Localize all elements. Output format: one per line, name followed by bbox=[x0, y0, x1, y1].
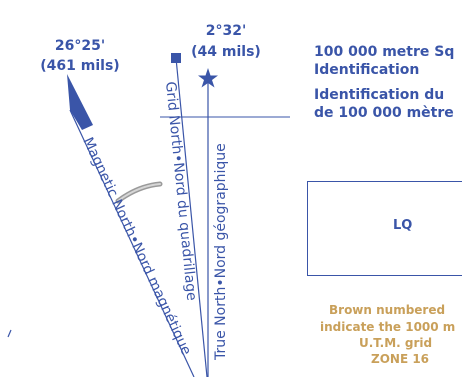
magnetic-mils-label: (461 mils) bbox=[40, 58, 119, 74]
brown-note-line-3: U.T.M. grid bbox=[359, 336, 433, 350]
square-id-heading-4: de 100 000 mètre bbox=[314, 105, 454, 121]
grid-north-line-label: Grid North•Nord du quadrillage bbox=[162, 81, 199, 302]
square-id-heading-1: 100 000 metre Sq bbox=[314, 44, 455, 60]
square-id-heading-3: Identification du bbox=[314, 87, 445, 103]
corner-tick bbox=[7, 329, 12, 338]
magnetic-north-line bbox=[69, 109, 195, 377]
grid-true-mils-label: (44 mils) bbox=[191, 44, 261, 60]
brown-note-line-4: ZONE 16 bbox=[371, 352, 430, 366]
grid-north-line bbox=[175, 57, 208, 377]
magnetic-angle-label: 26°25' bbox=[55, 38, 105, 54]
true-north-line-label: True North•Nord géographique bbox=[213, 143, 229, 361]
square-id-box bbox=[307, 181, 462, 276]
true-north-star-icon bbox=[198, 68, 218, 88]
square-id-heading-2: Identification bbox=[314, 62, 420, 78]
grid-square-icon bbox=[171, 53, 181, 63]
brown-note-line-1: Brown numbered bbox=[329, 303, 446, 317]
magnetic-arrow-icon bbox=[67, 74, 93, 130]
declination-arc-inner bbox=[117, 183, 161, 202]
square-id-code: LQ bbox=[393, 218, 413, 233]
brown-note-line-2: indicate the 1000 m bbox=[320, 320, 456, 334]
grid-true-angle-label: 2°32' bbox=[206, 23, 247, 39]
